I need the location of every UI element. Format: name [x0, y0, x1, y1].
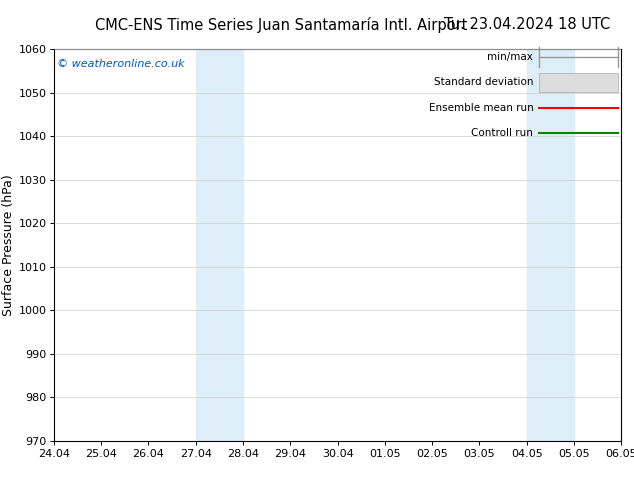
Text: Standard deviation: Standard deviation [434, 77, 533, 87]
Bar [527, 49, 574, 441]
Bar [196, 49, 243, 441]
Text: Ensemble mean run: Ensemble mean run [429, 103, 533, 113]
Text: Controll run: Controll run [472, 128, 533, 138]
Text: min/max: min/max [488, 52, 533, 62]
Text: Tu. 23.04.2024 18 UTC: Tu. 23.04.2024 18 UTC [444, 17, 610, 32]
Text: © weatheronline.co.uk: © weatheronline.co.uk [56, 59, 184, 69]
Text: CMC-ENS Time Series Juan Santamaría Intl. Airport: CMC-ENS Time Series Juan Santamaría Intl… [94, 17, 467, 33]
Bar [539, 73, 619, 92]
Y-axis label: Surface Pressure (hPa): Surface Pressure (hPa) [2, 174, 15, 316]
